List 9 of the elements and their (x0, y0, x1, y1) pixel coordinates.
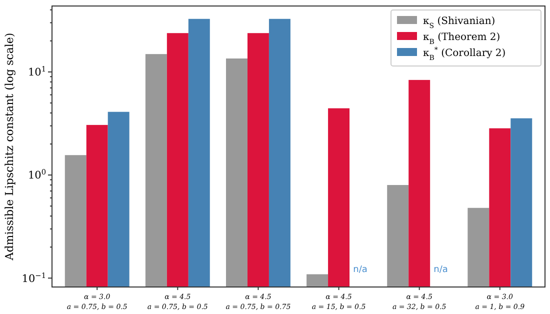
y-tick-label: 10$^{1}$ (28, 64, 46, 79)
annotation: n/a (353, 265, 368, 275)
y-tick-label: 10$^{0}$ (28, 167, 46, 182)
annotation: n/a (434, 265, 448, 275)
legend-label: κ$_{B}$$^{*}$ (Corollary 2) (423, 46, 506, 62)
y-tick-label: 10$^{−1}$ (22, 270, 46, 285)
legend-label: κ$_{B}$ (Theorem 2) (423, 32, 500, 46)
y-axis-title: Admissible Lipschitz constant (log scale) (3, 32, 16, 262)
legend-label: κ$_{S}$ (Shivanian) (423, 16, 496, 30)
